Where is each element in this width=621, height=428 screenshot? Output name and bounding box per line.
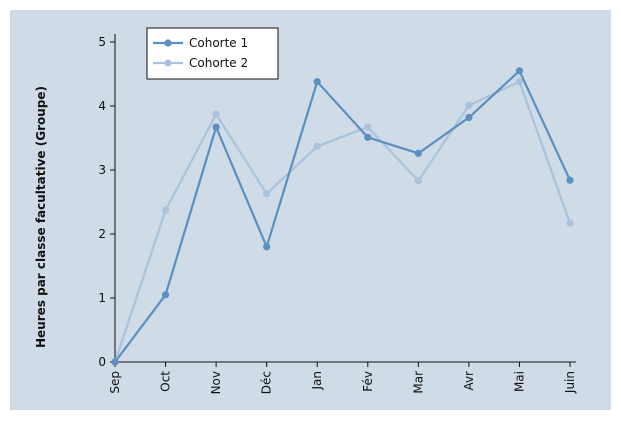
y-axis-label-group: Heures par classe facultative (Groupe) bbox=[34, 86, 48, 348]
x-tick-label-0: Sep bbox=[108, 371, 122, 394]
legend-swatch-marker-2 bbox=[164, 59, 172, 67]
legend-label-1: Cohorte 1 bbox=[189, 36, 248, 50]
series-2-point-6 bbox=[414, 177, 422, 185]
x-tick-label-7: Avr bbox=[462, 371, 476, 391]
y-tick-label-3: 3 bbox=[98, 163, 106, 177]
legend-box bbox=[146, 27, 279, 80]
axes: 0 1 2 3 4 5 Sep Oct Nov Déc Jan Fév Mar Avr Mai Juin bbox=[98, 34, 577, 394]
series-2-point-5 bbox=[364, 123, 372, 131]
x-tick-label-3: Déc bbox=[260, 371, 274, 394]
x-tick-label-4: Jan bbox=[310, 371, 324, 391]
series-1-point-2 bbox=[212, 123, 220, 131]
series-2-point-8 bbox=[515, 78, 524, 86]
series-2-line bbox=[113, 80, 572, 363]
line-chart: 0 1 2 3 4 5 Sep Oct Nov Déc Jan Fév Mar Avr Mai Juin He… bbox=[34, 27, 577, 394]
series-2-point-3 bbox=[263, 190, 271, 198]
series-1-point-0 bbox=[111, 358, 119, 366]
legend-swatch-marker-1 bbox=[164, 39, 172, 47]
chart-panel: 0 1 2 3 4 5 Sep Oct Nov Déc Jan Fév Mar Avr Mai Juin He… bbox=[10, 10, 611, 410]
y-tick-label-2: 2 bbox=[98, 227, 106, 241]
x-tick-label-5: Fév bbox=[361, 371, 375, 392]
series-2-point-7 bbox=[465, 101, 473, 109]
series-1-point-9 bbox=[566, 176, 574, 184]
series-2-point-1 bbox=[161, 206, 170, 214]
series-2-point-4 bbox=[313, 142, 321, 150]
x-tick-label-9: Juin bbox=[563, 371, 577, 394]
series-2-point-2 bbox=[212, 110, 220, 118]
series-2 bbox=[111, 78, 574, 366]
y-tick-label-0: 0 bbox=[98, 355, 106, 369]
y-tick-label-1: 1 bbox=[98, 291, 106, 305]
series-1-point-1 bbox=[161, 291, 170, 299]
x-tick-label-2: Nov bbox=[209, 371, 223, 394]
series-layer bbox=[111, 67, 574, 366]
series-1-point-3 bbox=[263, 243, 271, 251]
series-1-point-5 bbox=[364, 133, 372, 141]
y-axis-label: Heures par classe facultative (Groupe) bbox=[34, 86, 48, 348]
y-tick-label-5: 5 bbox=[98, 35, 106, 49]
x-tick-label-6: Mar bbox=[411, 371, 425, 394]
series-1 bbox=[111, 67, 574, 366]
series-2-point-9 bbox=[566, 219, 574, 227]
series-1-point-6 bbox=[414, 149, 422, 157]
x-tick-label-8: Mai bbox=[512, 371, 526, 392]
legend: Cohorte 1 Cohorte 2 bbox=[146, 27, 279, 80]
series-1-point-8 bbox=[515, 67, 524, 75]
y-tick-label-4: 4 bbox=[98, 99, 106, 113]
series-1-point-7 bbox=[465, 113, 473, 122]
legend-label-2: Cohorte 2 bbox=[189, 56, 248, 70]
series-1-line bbox=[114, 69, 571, 363]
x-tick-label-1: Oct bbox=[159, 371, 173, 392]
series-1-point-4 bbox=[313, 78, 321, 86]
